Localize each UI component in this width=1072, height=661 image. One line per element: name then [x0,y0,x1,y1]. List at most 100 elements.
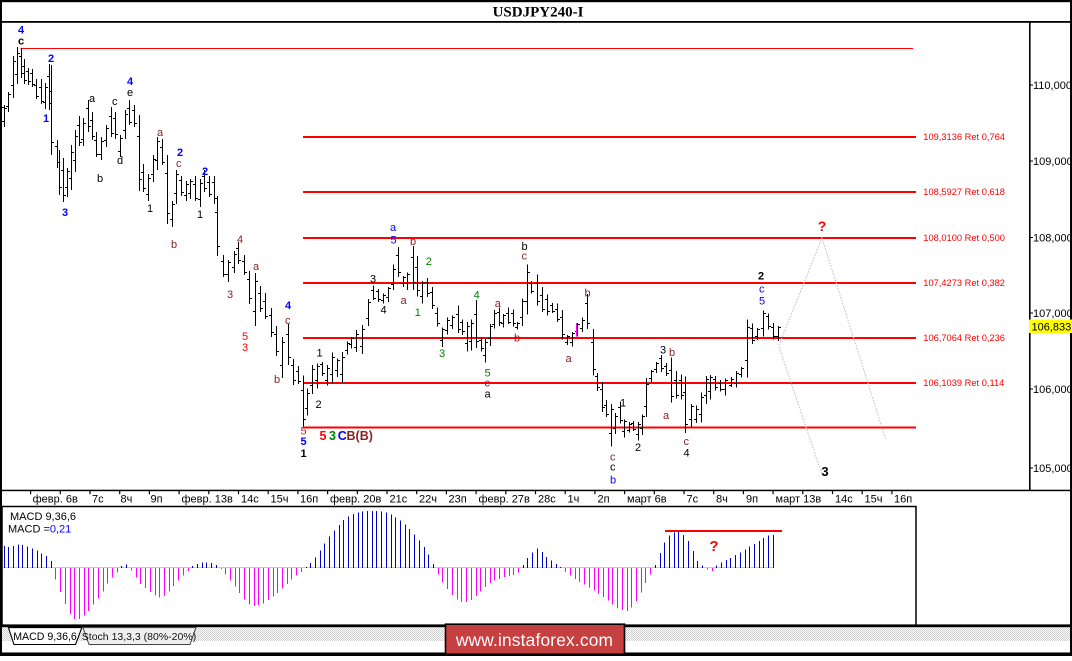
svg-text:3: 3 [439,348,445,360]
svg-text:1: 1 [197,209,203,221]
svg-text:1: 1 [301,448,307,460]
svg-text:b: b [514,333,520,345]
svg-text:105,000: 105,000 [1033,463,1072,475]
svg-text:?: ? [709,538,718,555]
svg-text:a: a [485,389,492,401]
svg-text:a: a [253,261,260,273]
svg-text:Stoch 13,3,3 (80%-20%): Stoch 13,3,3 (80%-20%) [82,631,196,643]
svg-text:c: c [684,436,690,448]
svg-text:a: a [390,222,397,234]
svg-text:2: 2 [202,166,208,178]
svg-text:4: 4 [381,305,387,317]
svg-text:4: 4 [18,25,25,37]
svg-text:21с: 21с [390,493,408,505]
svg-text:109,3136 Ret 0,764: 109,3136 Ret 0,764 [923,132,1005,142]
svg-text:a: a [157,127,164,139]
svg-text:106,7064 Ret 0,236: 106,7064 Ret 0,236 [923,333,1005,343]
svg-text:4: 4 [127,76,134,88]
svg-text:106,1039 Ret 0,114: 106,1039 Ret 0,114 [923,378,1004,388]
svg-text:110,000: 110,000 [1033,80,1072,92]
svg-text:2: 2 [48,53,54,65]
svg-text:109,000: 109,000 [1033,156,1072,168]
svg-text:c: c [112,96,118,108]
svg-text:1: 1 [415,307,421,319]
svg-text:107,000: 107,000 [1033,308,1072,320]
svg-text:3: 3 [242,342,248,354]
svg-text:2п: 2п [598,493,610,505]
svg-text:14с: 14с [835,493,853,505]
svg-text:8ч: 8ч [121,493,133,505]
svg-text:5: 5 [485,368,491,380]
svg-text:1: 1 [147,203,153,215]
svg-text:108,0100 Ret 0,500: 108,0100 Ret 0,500 [923,233,1005,243]
svg-text:a: a [89,93,96,105]
svg-text:USDJPY240-I: USDJPY240-I [493,5,584,21]
svg-text:4: 4 [285,300,292,312]
svg-text:2: 2 [177,147,183,159]
svg-text:c: c [176,158,182,170]
svg-text:3: 3 [370,274,376,286]
svg-text:c: c [610,452,616,464]
svg-text:c: c [485,378,491,390]
svg-text:март 6в: март 6в [627,493,667,505]
svg-text:b: b [410,236,416,248]
svg-text:d: d [117,155,123,167]
svg-text:b: b [522,241,528,253]
svg-text:16п: 16п [300,493,318,505]
svg-text:февр. 6в: февр. 6в [33,493,78,505]
svg-text:3: 3 [660,345,666,357]
svg-text:108,000: 108,000 [1033,233,1072,245]
svg-text:4: 4 [237,234,243,246]
svg-text:b: b [669,347,675,359]
svg-text:c: c [18,36,24,48]
svg-text:?: ? [818,218,827,234]
svg-text:23п: 23п [449,493,467,505]
svg-text:февр. 13в: февр. 13в [182,493,233,505]
svg-text:b: b [97,173,103,185]
svg-text:5: 5 [391,235,397,247]
svg-text:7с: 7с [92,493,104,505]
svg-text:106,833: 106,833 [1032,321,1072,333]
svg-text:4: 4 [474,290,480,302]
svg-text:1ч: 1ч [568,493,580,505]
svg-text:1: 1 [317,348,323,360]
svg-text:1: 1 [620,398,626,410]
svg-text:22ч: 22ч [419,493,437,505]
svg-text:5: 5 [301,426,307,438]
svg-text:107,4273 Ret 0,382: 107,4273 Ret 0,382 [923,278,1005,288]
svg-text:2: 2 [635,442,641,454]
svg-text:b: b [171,239,177,251]
svg-text:a: a [663,410,670,422]
svg-text:2: 2 [316,399,322,411]
svg-text:9п: 9п [151,493,163,505]
svg-text:4: 4 [684,448,690,460]
svg-text:15ч: 15ч [865,493,883,505]
svg-text:c: c [610,462,616,474]
svg-text:a: a [401,295,408,307]
svg-text:28с: 28с [538,493,556,505]
svg-text:a: a [495,298,502,310]
svg-text:c: c [285,315,291,327]
svg-text:106,000: 106,000 [1033,384,1072,396]
svg-text:5: 5 [759,296,765,308]
svg-text:март 13в: март 13в [776,493,822,505]
svg-text:3: 3 [227,289,233,301]
svg-text:b: b [585,288,591,300]
svg-text:c: c [759,284,765,296]
svg-text:16п: 16п [894,493,912,505]
svg-text:7с: 7с [687,493,699,505]
svg-text:2: 2 [758,271,764,283]
svg-text:3: 3 [62,207,68,219]
svg-text:MACD 9,36,6: MACD 9,36,6 [10,511,76,523]
svg-text:8ч: 8ч [716,493,728,505]
svg-text:108,5927 Ret 0,618: 108,5927 Ret 0,618 [923,187,1005,197]
svg-text:14с: 14с [241,493,259,505]
svg-text:e: e [127,87,133,99]
svg-text:февр. 27в: февр. 27в [479,493,530,505]
svg-text:февр. 20в: февр. 20в [330,493,381,505]
svg-text:b: b [610,475,616,487]
svg-text:MACD =0,21: MACD =0,21 [8,524,71,536]
svg-text:9п: 9п [746,493,758,505]
svg-text:2: 2 [426,256,432,268]
